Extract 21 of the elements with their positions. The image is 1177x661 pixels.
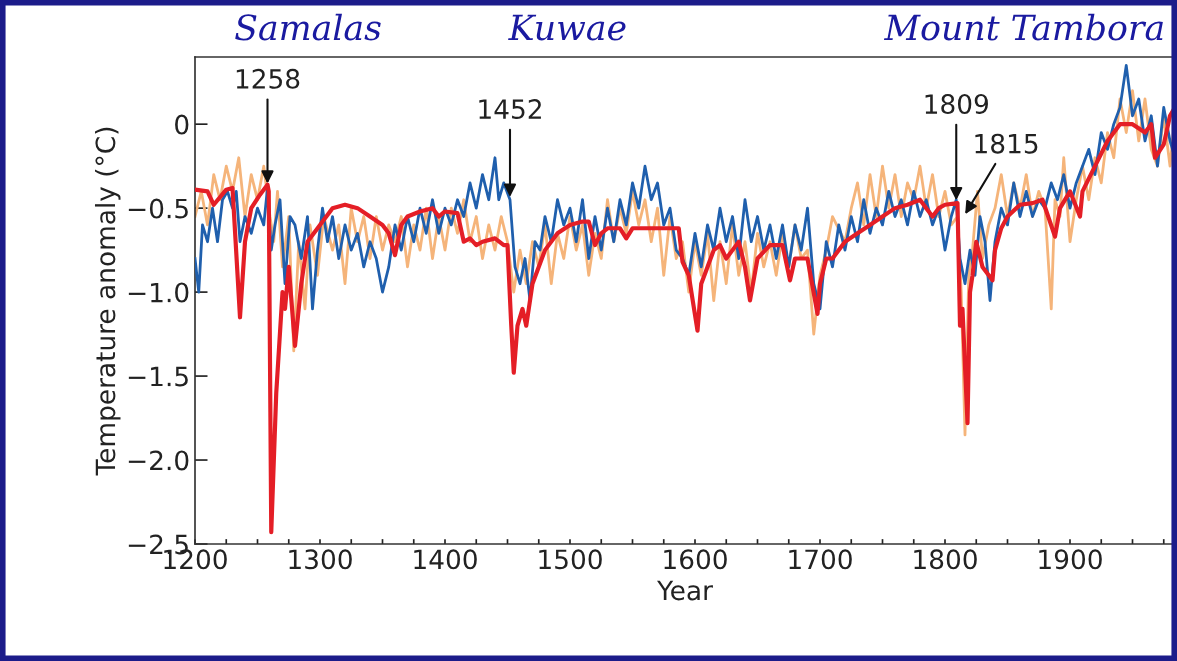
- y-tick-label: −2.0: [128, 450, 189, 471]
- y-tick-label: −1.5: [128, 366, 188, 387]
- text: Kuwae: [508, 14, 626, 41]
- x-tick-label: 1300: [289, 549, 352, 570]
- annotation: 1258: [236, 68, 300, 89]
- annotation: 1815: [975, 133, 1038, 154]
- y-axis-title: Temperature anomaly (°C): [94, 127, 121, 476]
- x-tick-label: 1500: [539, 549, 602, 570]
- x-tick-label: 1400: [414, 549, 477, 570]
- x-tick-label: 1900: [1039, 549, 1102, 570]
- y-tick-label: −0.5: [128, 198, 188, 219]
- text: Mount Tambora: [883, 13, 1163, 41]
- x-axis-title: Year: [657, 580, 713, 601]
- x-tick-label: 1700: [789, 549, 852, 570]
- x-tick-label: 1800: [914, 549, 977, 570]
- annotation: 1452: [479, 99, 541, 120]
- x-tick-label: 1600: [664, 549, 727, 570]
- y-tick-label: −1.0: [128, 282, 189, 303]
- text: Samalas: [235, 13, 381, 41]
- y-tick-label: 0: [175, 114, 189, 135]
- annotation: 1809: [925, 94, 988, 115]
